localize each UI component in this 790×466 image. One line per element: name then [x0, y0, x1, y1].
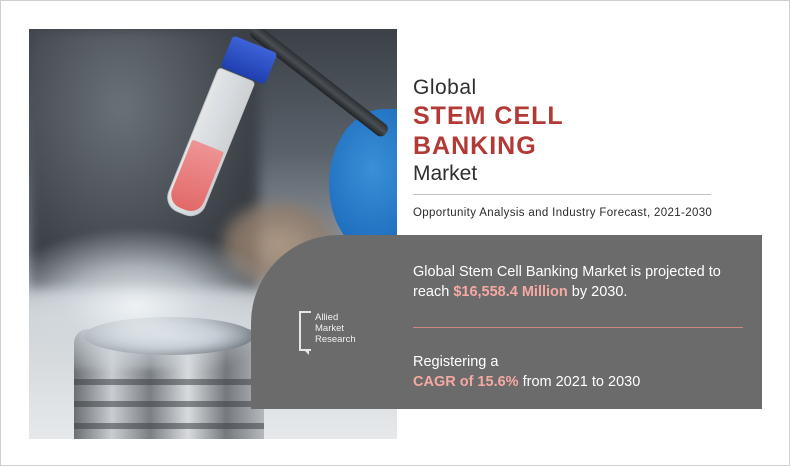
cagr-text-after: from 2021 to 2030: [518, 374, 641, 390]
liquid-nitrogen-fog: [29, 229, 279, 369]
container-ridge: [74, 379, 264, 385]
projection-value: $16,558.4 Million: [453, 284, 568, 300]
container-ridge: [74, 423, 264, 429]
title-divider: [413, 194, 711, 195]
market-projection-stat: Global Stem Cell Banking Market is proje…: [413, 262, 753, 302]
cagr-line: CAGR of 15.6% from 2021 to 2030: [413, 372, 753, 392]
title-main-line2: BANKING: [413, 132, 537, 160]
cagr-text-before: Registering a: [413, 354, 499, 370]
container-ridge: [74, 401, 264, 407]
projection-text-after: by 2030.: [567, 284, 628, 300]
stats-panel: [251, 235, 762, 409]
logo-word-3: Research: [315, 334, 356, 345]
report-title: Global STEM CELL BANKING Market: [413, 75, 743, 187]
title-suffix: Market: [413, 162, 478, 185]
cagr-stat: Registering a CAGR of 15.6% from 2021 to…: [413, 352, 753, 392]
cagr-value: CAGR of 15.6%: [413, 374, 519, 390]
logo-word-2: Market: [315, 323, 345, 334]
logo-mark-icon: [299, 311, 311, 355]
allied-market-research-logo: Allied Market Research: [299, 311, 389, 355]
tweezer-icon: [247, 29, 391, 139]
logo-word-1: Allied: [315, 312, 339, 323]
title-main-line1: STEM CELL: [413, 102, 564, 130]
projection-text-before: Global Stem Cell Banking Market is proje…: [413, 264, 721, 300]
report-subtitle: Opportunity Analysis and Industry Foreca…: [413, 207, 713, 219]
stem-cell-vial-photo: [29, 29, 397, 439]
title-prefix: Global: [413, 76, 477, 99]
stats-divider: [413, 327, 743, 328]
